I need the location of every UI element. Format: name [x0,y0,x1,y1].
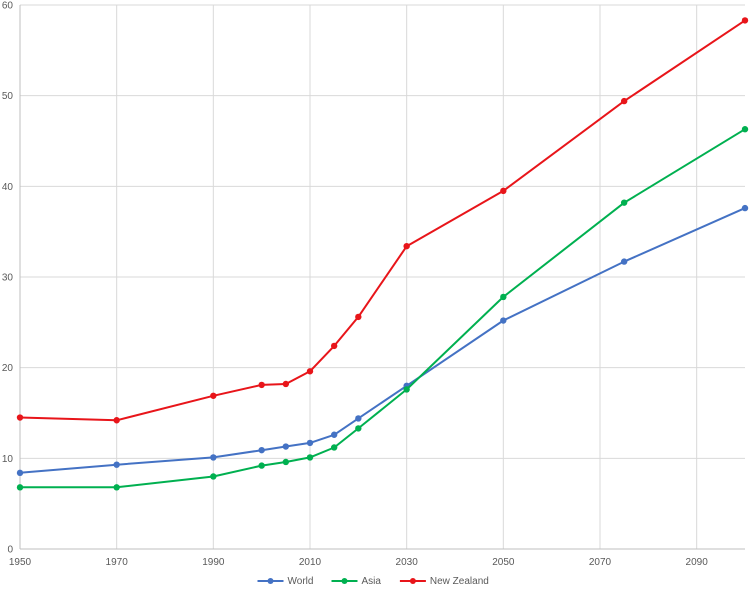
data-point-new-zealand [741,17,749,24]
data-point-world [500,317,507,324]
series [16,17,749,491]
x-tick-label: 2070 [589,557,612,568]
data-point-new-zealand [500,187,507,195]
x-tick-label: 2010 [299,557,322,568]
axes [19,5,745,550]
data-point-new-zealand [16,414,24,421]
legend-label: World [288,576,314,587]
data-point-world [306,439,314,447]
data-point-asia [355,425,362,432]
data-point-asia [16,484,24,491]
data-point-world [258,446,265,454]
x-tick-label: 2030 [396,557,419,568]
legend-swatch-marker [267,578,274,584]
series-new-zealand [16,17,749,424]
legend-label: New Zealand [430,576,489,587]
data-point-asia [500,293,507,301]
y-tick-label: 30 [2,273,14,284]
data-point-world [210,454,217,461]
y-tick-label: 60 [2,1,14,12]
data-point-new-zealand [210,392,217,399]
data-point-asia [113,484,120,491]
legend-item-new-zealand: New Zealand [399,576,489,587]
data-point-new-zealand [620,97,628,105]
data-point-asia [258,462,265,469]
x-tick-label: 1950 [9,557,32,568]
data-point-world [113,461,120,468]
data-point-asia [282,458,290,466]
series-asia [16,126,749,491]
x-tick-label: 1970 [106,557,129,568]
data-point-world [330,431,338,438]
legend-item-world: World [257,576,314,587]
legend-swatch-marker [341,578,348,584]
data-point-asia [403,386,410,393]
data-point-world [282,443,290,450]
x-tick-label: 2050 [492,557,515,568]
legend-swatch-marker [409,578,416,584]
y-tick-label: 50 [2,91,14,102]
x-tick-label: 2090 [686,557,709,568]
data-point-world [355,415,362,422]
data-point-new-zealand [258,381,265,389]
legend-item-asia: Asia [331,576,382,587]
gridlines [20,4,745,549]
legend-label: Asia [362,576,382,587]
data-point-new-zealand [403,242,410,250]
y-tick-label: 40 [2,182,14,193]
data-point-new-zealand [282,380,290,388]
series-line-world [19,207,746,474]
data-point-asia [741,126,749,133]
series-line-new-zealand [19,19,746,422]
data-point-new-zealand [306,368,314,375]
data-point-asia [210,473,217,480]
legend: World Asia New Zealand [257,576,489,587]
y-tick-label: 0 [7,545,13,556]
y-tick-label: 20 [2,363,14,374]
x-tick-label: 1990 [202,557,225,568]
data-point-world [16,469,24,477]
series-world [16,204,749,477]
data-point-asia [330,444,338,451]
data-point-asia [306,454,314,461]
data-point-new-zealand [330,342,338,350]
series-line-asia [20,128,746,489]
y-tick-label: 10 [2,454,14,465]
data-point-asia [620,199,628,206]
data-point-world [620,258,628,265]
data-point-world [741,204,749,212]
data-point-new-zealand [355,313,362,321]
data-point-new-zealand [113,417,120,424]
